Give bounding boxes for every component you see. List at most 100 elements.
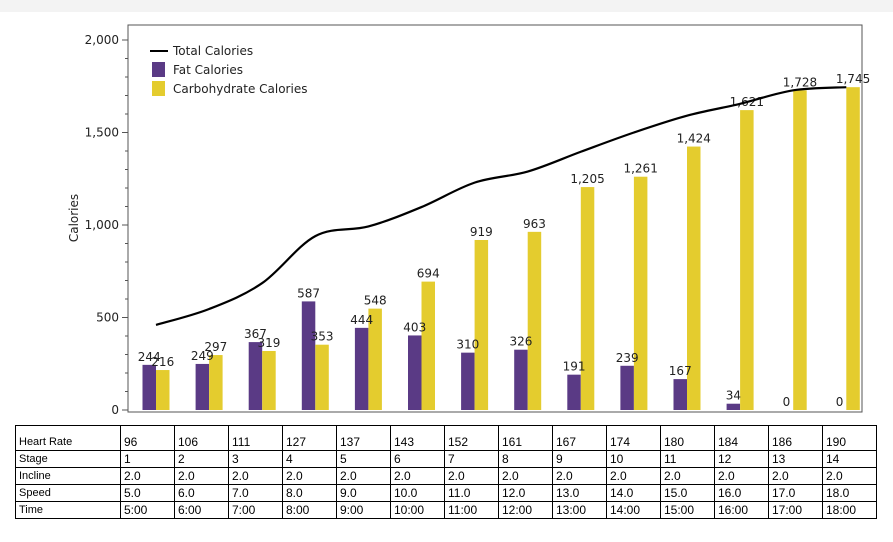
carb-bar bbox=[262, 350, 276, 410]
legend-carb-swatch bbox=[152, 81, 165, 96]
table-cell: 16:00 bbox=[714, 501, 769, 519]
table-cell: 167 bbox=[552, 425, 607, 451]
table-cell: 5.0 bbox=[120, 484, 175, 502]
fat-bar bbox=[726, 403, 741, 410]
carb-bar bbox=[156, 370, 170, 410]
fat-data-label: 0 bbox=[836, 395, 844, 409]
table-cell: 3 bbox=[228, 450, 283, 468]
table-cell: 2.0 bbox=[714, 467, 769, 485]
carb-bar bbox=[687, 146, 701, 410]
table-cell: 2.0 bbox=[552, 467, 607, 485]
row-label: Speed bbox=[15, 484, 121, 502]
total-calories-line bbox=[155, 86, 847, 326]
table-cell: 8 bbox=[498, 450, 553, 468]
table-cell: 7:00 bbox=[228, 501, 283, 519]
table-cell: 2.0 bbox=[336, 467, 391, 485]
fat-data-label: 403 bbox=[403, 320, 426, 334]
table-cell: 9 bbox=[552, 450, 607, 468]
fat-bar bbox=[142, 364, 156, 410]
fat-bar bbox=[461, 352, 475, 410]
fat-data-label: 367 bbox=[244, 327, 267, 341]
carb-data-label: 1,261 bbox=[623, 162, 657, 176]
fat-bar bbox=[514, 349, 528, 410]
table-cell: 15.0 bbox=[660, 484, 715, 502]
table-cell: 13.0 bbox=[552, 484, 607, 502]
carb-bar bbox=[580, 187, 595, 410]
table-cell: 96 bbox=[120, 425, 175, 451]
carb-data-label: 963 bbox=[523, 217, 546, 231]
fat-bar bbox=[673, 379, 687, 410]
table-cell: 137 bbox=[336, 425, 391, 451]
row-label: Heart Rate bbox=[15, 425, 121, 451]
table-cell: 18.0 bbox=[822, 484, 877, 502]
y-tick-label: 1,000 bbox=[85, 218, 119, 232]
table-cell: 16.0 bbox=[714, 484, 769, 502]
carb-bar bbox=[474, 239, 489, 410]
carb-data-label: 548 bbox=[364, 294, 387, 308]
carb-data-label: 1,728 bbox=[783, 75, 817, 89]
carb-bar bbox=[633, 176, 648, 410]
table-cell: 8:00 bbox=[282, 501, 337, 519]
fat-data-label: 444 bbox=[350, 313, 373, 327]
row-label: Stage bbox=[15, 450, 121, 468]
stage-table: Heart Rate 96 106 111 127 137 143 152 161 167 174 1… bbox=[15, 425, 877, 519]
carb-bar bbox=[846, 87, 860, 411]
carb-bar bbox=[793, 90, 807, 410]
table-cell: 174 bbox=[606, 425, 661, 451]
carb-data-label: 353 bbox=[311, 330, 334, 344]
table-cell: 15:00 bbox=[660, 501, 715, 519]
carb-data-label: 1,424 bbox=[677, 132, 711, 146]
table-cell: 2.0 bbox=[444, 467, 499, 485]
table-cell: 13:00 bbox=[552, 501, 607, 519]
table-cell: 106 bbox=[174, 425, 229, 451]
carb-data-label: 1,205 bbox=[570, 172, 604, 186]
table-cell: 143 bbox=[390, 425, 445, 451]
carb-data-label: 297 bbox=[204, 340, 227, 354]
table-cell: 5:00 bbox=[120, 501, 175, 519]
table-cell: 7 bbox=[444, 450, 499, 468]
y-axis-label: Calories bbox=[67, 194, 81, 242]
table-cell: 1 bbox=[120, 450, 175, 468]
table-cell: 184 bbox=[714, 425, 769, 451]
fat-bar bbox=[301, 301, 316, 410]
legend: Total Calories Fat Calories Carbohydrate C… bbox=[150, 44, 307, 96]
y-tick-label: 2,000 bbox=[85, 33, 119, 47]
table-cell: 6 bbox=[390, 450, 445, 468]
table-cell: 186 bbox=[768, 425, 823, 451]
table-cell: 2.0 bbox=[606, 467, 661, 485]
fat-data-label: 0 bbox=[783, 395, 791, 409]
fat-bar bbox=[248, 342, 263, 410]
table-cell: 8.0 bbox=[282, 484, 337, 502]
y-tick-label: 500 bbox=[96, 311, 119, 325]
table-cell: 14:00 bbox=[606, 501, 661, 519]
table-cell: 11.0 bbox=[444, 484, 499, 502]
row-label: Incline bbox=[15, 467, 121, 485]
table-cell: 6.0 bbox=[174, 484, 229, 502]
fat-data-label: 191 bbox=[563, 360, 586, 374]
table-row: Time 5:00 6:00 7:00 8:00 9:00 10:00 11:00 12:00 1… bbox=[15, 501, 877, 519]
table-cell: 11 bbox=[660, 450, 715, 468]
table-cell: 2 bbox=[174, 450, 229, 468]
table-cell: 2.0 bbox=[174, 467, 229, 485]
fat-bar bbox=[620, 365, 634, 410]
table-row: Heart Rate 96 106 111 127 137 143 152 161 167 174 1… bbox=[15, 425, 877, 451]
carb-data-label: 216 bbox=[151, 355, 174, 369]
carb-data-label: 1,745 bbox=[836, 72, 870, 86]
fat-data-label: 167 bbox=[669, 364, 692, 378]
carb-bar bbox=[740, 110, 754, 411]
carb-bar bbox=[368, 308, 382, 410]
table-cell: 180 bbox=[660, 425, 715, 451]
y-tick-label: 0 bbox=[111, 403, 119, 417]
fat-data-label: 34 bbox=[726, 389, 741, 403]
table-cell: 9.0 bbox=[336, 484, 391, 502]
fat-data-label: 326 bbox=[509, 335, 532, 349]
y-tick-label: 1,500 bbox=[85, 126, 119, 140]
fat-data-label: 239 bbox=[616, 351, 639, 365]
carb-bar bbox=[209, 355, 223, 410]
table-cell: 2.0 bbox=[282, 467, 337, 485]
carb-bar bbox=[527, 231, 542, 410]
table-cell: 2.0 bbox=[120, 467, 175, 485]
fat-bar bbox=[408, 335, 422, 410]
row-label: Time bbox=[15, 501, 121, 519]
